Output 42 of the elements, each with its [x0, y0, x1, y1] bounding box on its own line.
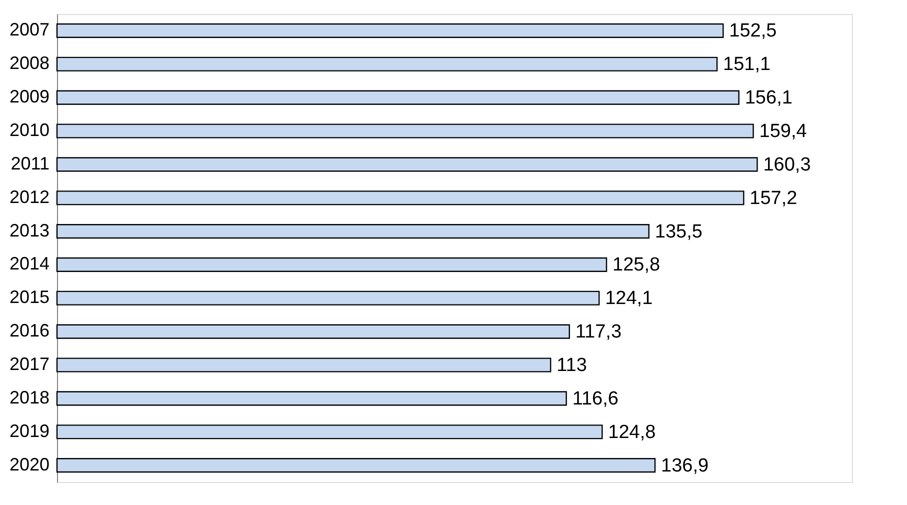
data-label: 136,9: [660, 455, 709, 476]
data-label: 117,3: [575, 322, 622, 343]
data-label: 124,8: [608, 422, 656, 443]
bar: [56, 458, 656, 473]
bar: [56, 190, 744, 206]
y-tick-label: 2013: [9, 220, 50, 240]
data-label: 151,1: [723, 54, 771, 76]
bar: [56, 290, 600, 306]
y-tick-label: 2016: [9, 320, 50, 341]
bar: [56, 157, 758, 172]
y-tick-label: 2017: [9, 354, 50, 374]
data-label: 135,5: [654, 221, 702, 242]
y-tick-label: 2019: [9, 420, 50, 441]
data-label: 116,6: [572, 388, 618, 410]
y-tick-label: 2009: [9, 86, 50, 107]
y-tick-label: 2011: [10, 153, 50, 174]
bar: [56, 324, 570, 339]
data-label: 159,4: [759, 121, 808, 142]
bar: [56, 391, 567, 406]
data-label: 152,5: [729, 20, 777, 42]
data-label: 156,1: [744, 88, 792, 109]
bar: [56, 124, 754, 138]
y-tick-label: 2018: [9, 387, 50, 408]
y-tick-label: 2008: [9, 53, 50, 74]
data-label: 125,8: [612, 254, 660, 276]
y-tick-label: 2007: [9, 20, 50, 40]
y-tick-label: 2020: [9, 454, 50, 474]
data-label: 157,2: [750, 188, 798, 209]
y-tick-label: 2010: [9, 120, 50, 140]
bar: [56, 424, 603, 440]
bar: [56, 23, 724, 38]
bar: [56, 90, 740, 105]
bar: [56, 224, 650, 239]
bar: [56, 358, 552, 372]
data-label: 113: [556, 355, 587, 376]
data-label: 124,1: [605, 288, 653, 310]
y-tick-label: 2014: [9, 254, 50, 274]
y-tick-label: 2012: [9, 186, 50, 207]
bar: [56, 56, 718, 72]
bar: [56, 257, 608, 272]
data-label: 160,3: [763, 154, 811, 176]
y-tick-label: 2015: [9, 287, 50, 308]
